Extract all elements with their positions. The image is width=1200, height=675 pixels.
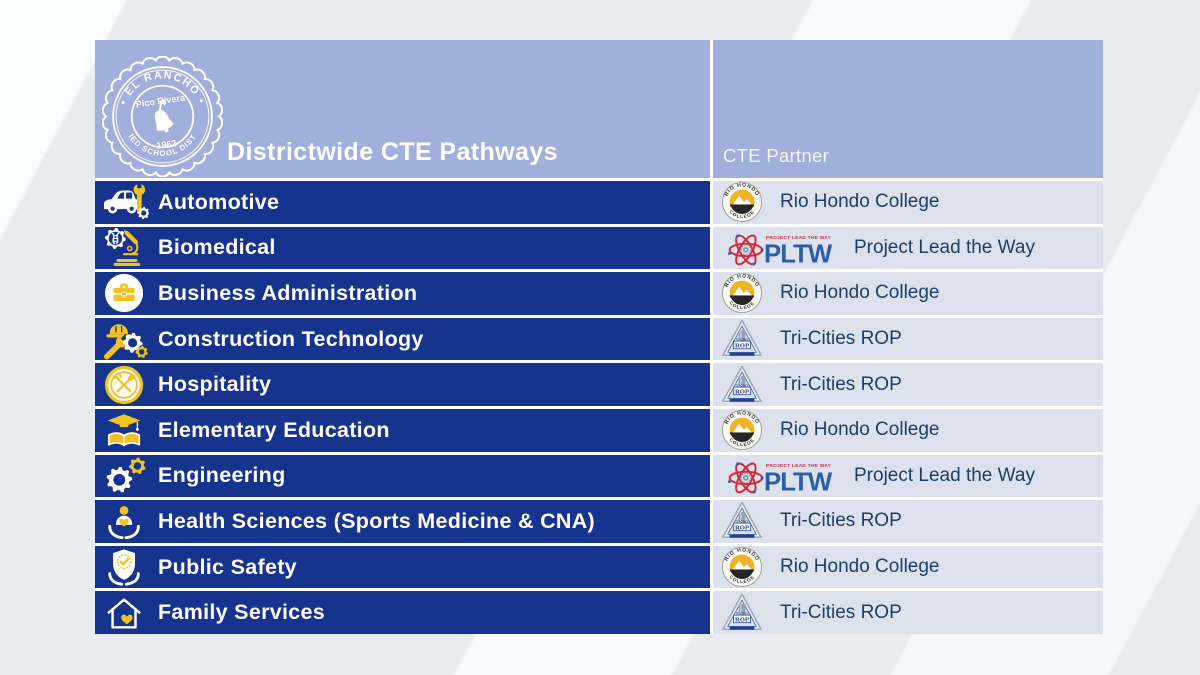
partner-label: Tri-Cities ROP [780, 510, 902, 532]
pathway-label: Automotive [158, 189, 280, 214]
el-rancho-usd-seal-icon [102, 56, 223, 177]
partner-label: Rio Hondo College [780, 556, 940, 578]
tri-cities-rop-logo [721, 592, 763, 634]
partner-label: Rio Hondo College [780, 191, 940, 213]
pathway-label: Construction Technology [158, 326, 424, 351]
partner-cell: Rio Hondo College [713, 545, 1103, 589]
table-row: Public Safety Rio Hondo College [95, 545, 1103, 589]
partner-cell: Project Lead the Way [713, 454, 1103, 498]
partner-cell: Rio Hondo College [713, 408, 1103, 452]
table-row: Automotive Rio Hondo College [95, 181, 1103, 224]
partner-label: Project Lead the Way [854, 464, 1035, 486]
briefcase-icon [99, 272, 151, 314]
table-row: Family Services Tri-Cities ROP [95, 591, 1103, 634]
partner-label: Tri-Cities ROP [780, 601, 902, 623]
pathway-cell: Business Administration [95, 272, 710, 315]
pathway-cell: Engineering [95, 454, 710, 498]
pathway-cell: Public Safety [95, 545, 710, 589]
rio-hondo-college-logo [721, 546, 763, 588]
gradcap-book-icon [99, 409, 151, 451]
tri-cities-rop-logo [721, 364, 763, 406]
plate-utensils-icon [99, 364, 151, 406]
care-hands-icon [99, 500, 151, 542]
hardhat-wrench-icon [99, 318, 151, 360]
pathway-label: Engineering [158, 463, 286, 488]
house-heart-icon [99, 592, 151, 634]
pathway-cell: Hospitality [95, 363, 710, 406]
shield-hands-icon [99, 546, 151, 588]
partner-label: Project Lead the Way [854, 236, 1035, 258]
cte-pathways-table: Districtwide CTE Pathways CTE Partner Au… [95, 40, 1103, 634]
pathway-label: Elementary Education [158, 417, 390, 442]
pathway-label: Biomedical [158, 235, 276, 260]
rio-hondo-college-logo [721, 181, 763, 223]
table-row: Hospitality Tri-Cities ROP [95, 363, 1103, 406]
project-lead-the-way-logo [721, 227, 849, 269]
table-row: Construction Technology Tri-Cities ROP [95, 317, 1103, 361]
partner-cell: Project Lead the Way [713, 226, 1103, 270]
pathway-label: Family Services [158, 600, 326, 625]
partner-cell: Tri-Cities ROP [713, 591, 1103, 634]
tri-cities-rop-logo [721, 500, 763, 542]
partner-label: Tri-Cities ROP [780, 328, 902, 350]
project-lead-the-way-logo [721, 455, 849, 497]
pathway-label: Business Administration [158, 280, 418, 305]
pathway-cell: Family Services [95, 591, 710, 634]
table-row: Elementary Education Rio Hondo College [95, 408, 1103, 452]
table-header-row: Districtwide CTE Pathways CTE Partner [95, 40, 1103, 178]
rio-hondo-college-logo [721, 272, 763, 314]
partner-label: Rio Hondo College [780, 419, 940, 441]
page-title: Districtwide CTE Pathways [227, 138, 558, 166]
pathway-cell: Health Sciences (Sports Medicine & CNA) [95, 500, 710, 543]
table-row: Business Administration Rio Hondo Colleg… [95, 272, 1103, 315]
partner-cell: Tri-Cities ROP [713, 317, 1103, 361]
pathway-cell: Automotive [95, 181, 710, 224]
header-partner-cell: CTE Partner [713, 40, 1103, 178]
pathway-label: Health Sciences (Sports Medicine & CNA) [158, 508, 596, 533]
table-row: Health Sciences (Sports Medicine & CNA) … [95, 500, 1103, 543]
tri-cities-rop-logo [721, 318, 763, 360]
table-row: Biomedical Project Lead the Way [95, 226, 1103, 270]
partner-cell: Rio Hondo College [713, 181, 1103, 224]
table-row: Engineering Project Lead the Way [95, 454, 1103, 498]
partner-label: Rio Hondo College [780, 282, 940, 304]
gears-icon [99, 455, 151, 497]
partner-cell: Rio Hondo College [713, 272, 1103, 315]
partner-label: Tri-Cities ROP [780, 373, 902, 395]
rio-hondo-college-logo [721, 409, 763, 451]
header-title-cell: Districtwide CTE Pathways [95, 40, 710, 178]
partner-column-label: CTE Partner [723, 145, 830, 166]
pathway-cell: Biomedical [95, 226, 710, 270]
pathway-cell: Construction Technology [95, 317, 710, 361]
biomedical-icon [99, 227, 151, 269]
pathway-label: Public Safety [158, 554, 297, 579]
pathway-label: Hospitality [158, 372, 272, 397]
partner-cell: Tri-Cities ROP [713, 363, 1103, 406]
automotive-icon [99, 181, 151, 223]
pathway-cell: Elementary Education [95, 408, 710, 452]
partner-cell: Tri-Cities ROP [713, 500, 1103, 543]
